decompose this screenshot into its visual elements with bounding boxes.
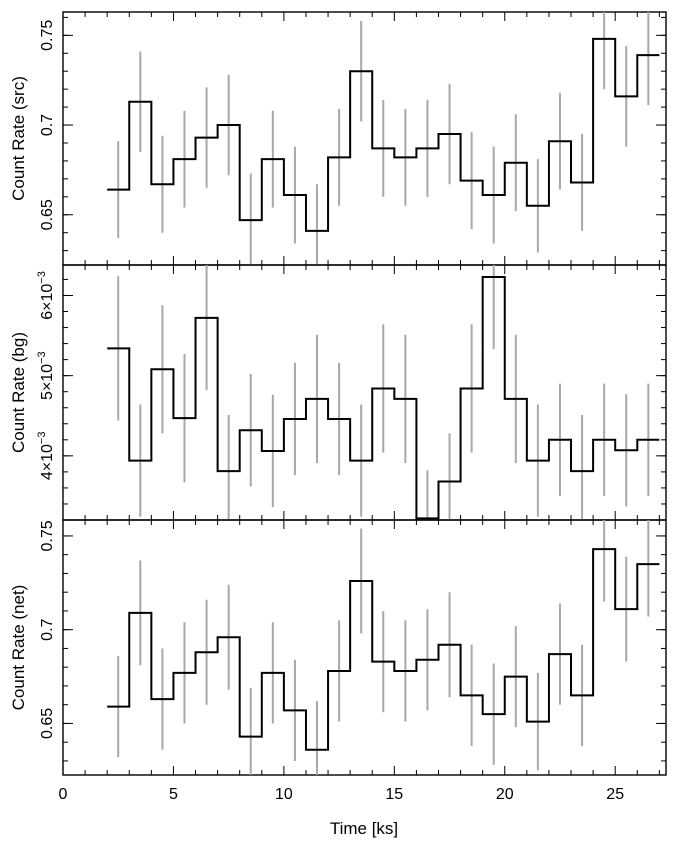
x-axis-label: Time [ks] <box>330 819 398 838</box>
y-tick-label: 0.75 <box>39 520 56 551</box>
plot-area <box>107 265 660 520</box>
rate-step-line <box>107 276 660 520</box>
x-tick-label: 5 <box>169 786 178 803</box>
y-tick-label: 6×10−3 <box>36 271 56 320</box>
panel-frame <box>62 264 667 521</box>
y-tick-label: 0.65 <box>39 708 56 739</box>
y-tick-label: 0.65 <box>39 199 56 230</box>
rate-step-line <box>107 548 660 751</box>
x-tick-label: 20 <box>496 786 514 803</box>
x-tick-label: 0 <box>59 786 68 803</box>
y-tick-label-mantissa: 6×10 <box>39 284 56 320</box>
x-tick-label: 10 <box>275 786 293 803</box>
y-tick-label-mantissa: 5×10 <box>39 364 56 400</box>
y-axis-label: Count Rate (src) <box>9 76 28 201</box>
y-tick-label: 4×10−3 <box>36 432 56 481</box>
y-tick-label-mantissa: 4×10 <box>39 444 56 480</box>
panel-src: 0.65 0.7 0.75 Count Rate (src) <box>9 11 667 266</box>
y-axis-label: Count Rate (bg) <box>9 332 28 453</box>
plot-area <box>107 520 660 775</box>
y-tick-label: 0.75 <box>39 20 56 51</box>
y-tick-label: 0.7 <box>39 114 56 136</box>
plot-area <box>107 12 660 265</box>
panel-net: 0.65 0.7 0.75 Count Rate (net) <box>9 519 667 776</box>
panel-frame <box>62 519 667 776</box>
x-tick-label: 15 <box>385 786 403 803</box>
x-tick-label: 25 <box>606 786 624 803</box>
y-tick-label-exponent: −3 <box>36 432 48 445</box>
y-tick-label-exponent: −3 <box>36 271 48 284</box>
y-axis-label: Count Rate (net) <box>9 585 28 711</box>
panel-frame <box>62 11 667 266</box>
y-tick-label: 0.7 <box>39 618 56 640</box>
y-tick-label: 5×10−3 <box>36 351 56 400</box>
y-tick-label-exponent: −3 <box>36 351 48 364</box>
rate-step-line <box>107 37 660 232</box>
